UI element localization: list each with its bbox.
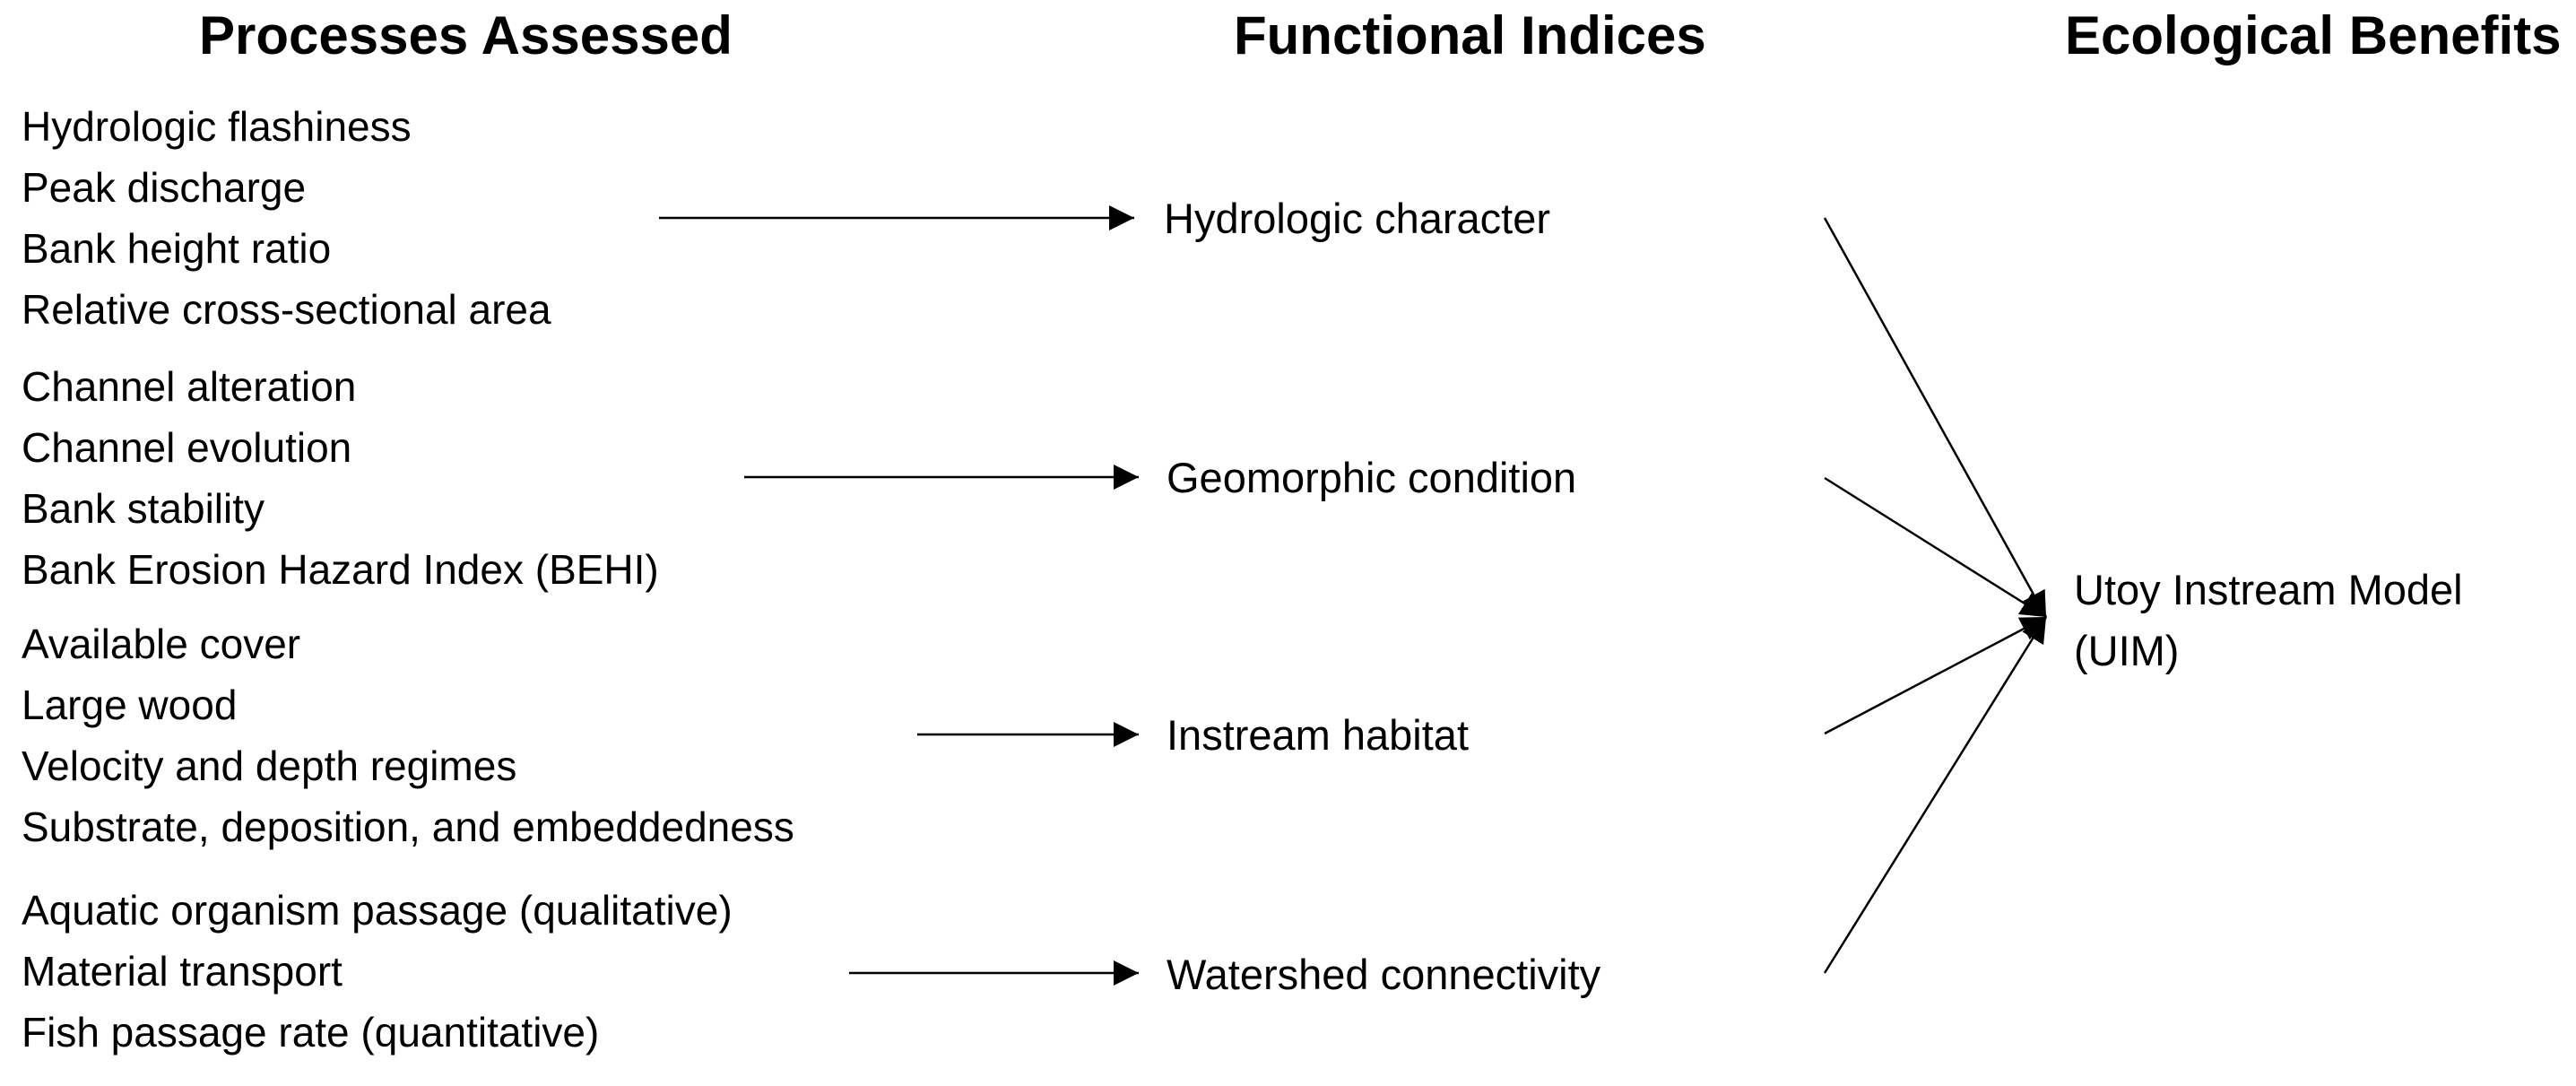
process-item: Hydrologic flashiness <box>22 103 412 150</box>
arrow-habitat-to-uim <box>1824 615 2047 735</box>
process-item: Fish passage rate (quantitative) <box>22 1009 600 1056</box>
arrow-connectivity-to-uim <box>1823 616 2048 974</box>
process-item: Available cover <box>22 621 301 667</box>
arrow-geomorphic-to-uim <box>1824 476 2047 619</box>
processes-assessed-header: Processes Assessed <box>199 5 733 65</box>
benefit-line-2: (UIM) <box>2074 627 2180 674</box>
process-item: Bank Erosion Hazard Index (BEHI) <box>22 546 659 593</box>
process-group-connectivity: Aquatic organism passage (qualitative) M… <box>22 880 733 1063</box>
functional-indices-header: Functional Indices <box>1234 5 1706 65</box>
process-item: Aquatic organism passage (qualitative) <box>22 887 733 934</box>
process-group-geomorphic: Channel alteration Channel evolution Ban… <box>22 356 659 600</box>
process-item: Channel evolution <box>22 424 352 471</box>
ecological-benefits-header: Ecological Benefits <box>2065 5 2562 65</box>
process-item: Substrate, deposition, and embeddedness <box>22 804 794 850</box>
process-item: Material transport <box>22 948 343 995</box>
benefit-line-1: Utoy Instream Model <box>2074 566 2463 613</box>
process-item: Large wood <box>22 682 238 728</box>
index-hydrologic-character: Hydrologic character <box>1164 195 1551 242</box>
index-instream-habitat: Instream habitat <box>1167 711 1470 759</box>
index-watershed-connectivity: Watershed connectivity <box>1167 951 1601 998</box>
process-group-hydrologic: Hydrologic flashiness Peak discharge Ban… <box>22 96 551 340</box>
process-group-habitat: Available cover Large wood Velocity and … <box>22 613 794 857</box>
arrow-hydrologic-to-uim <box>1823 217 2048 618</box>
index-geomorphic-condition: Geomorphic condition <box>1167 454 1577 501</box>
process-item: Peak discharge <box>22 164 307 211</box>
process-item: Bank stability <box>22 485 265 532</box>
process-item: Channel alteration <box>22 363 357 410</box>
process-item: Bank height ratio <box>22 225 332 272</box>
process-item: Velocity and depth regimes <box>22 743 517 789</box>
benefit-uim: Utoy Instream Model (UIM) <box>2074 560 2463 682</box>
process-item: Relative cross-sectional area <box>22 286 551 333</box>
